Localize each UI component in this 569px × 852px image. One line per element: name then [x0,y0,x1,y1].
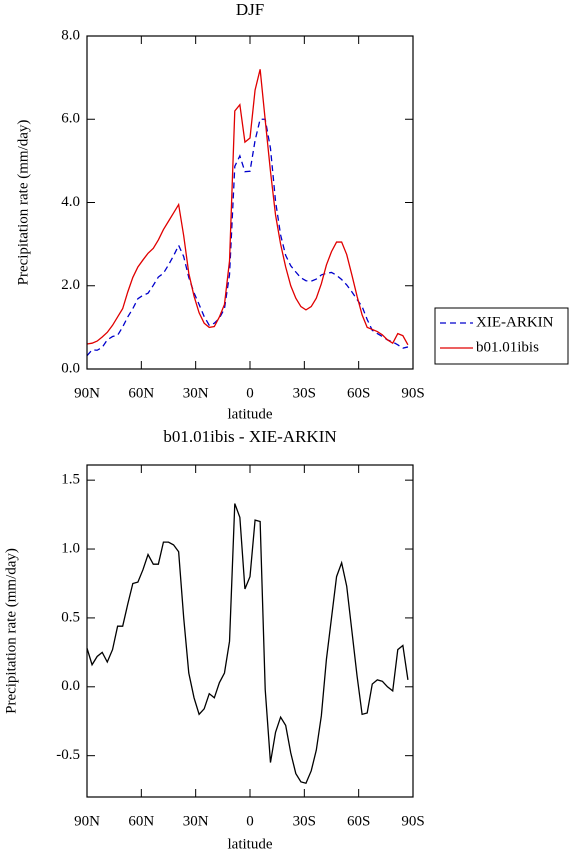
x-tick-label: 90N [74,385,100,401]
data-line [86,69,409,346]
y-tick-label: 0.0 [61,678,80,694]
y-tick-label: 0.5 [61,609,80,625]
y-tick-label: 0.0 [61,360,80,376]
x-tick-label: 90S [401,385,424,401]
y-axis-label: Precipitation rate (mm/day) [15,120,31,286]
y-tick-label: 4.0 [61,194,80,210]
x-tick-label: 90S [401,813,424,829]
x-tick-label: 90N [74,813,100,829]
x-tick-label: 30S [293,385,316,401]
legend-label: b01.01ibis [476,339,539,355]
plot-frame [86,35,414,370]
y-tick-label: 8.0 [61,27,80,43]
x-tick-label: 60S [347,385,370,401]
x-tick-label: 30N [183,385,209,401]
x-tick-label: 0 [246,385,254,401]
chart-title: DJF [236,0,264,19]
y-tick-label: 1.0 [61,540,80,556]
y-tick-label: -0.5 [56,747,80,763]
chart-title: b01.01ibis - XIE-ARKIN [163,427,336,446]
x-tick-label: 0 [246,813,254,829]
data-line [86,503,409,784]
legend-label: XIE-ARKIN [476,314,554,330]
plot-frame [86,464,414,798]
x-tick-label: 60S [347,813,370,829]
legend-box [434,307,569,365]
x-axis-label: latitude [228,406,273,422]
x-tick-label: 60N [128,813,154,829]
y-tick-label: 6.0 [61,111,80,127]
x-tick-label: 30S [293,813,316,829]
y-axis-label: Precipitation rate (mm/day) [3,548,19,714]
data-line [86,118,409,357]
x-axis-label: latitude [228,836,273,852]
y-tick-label: 1.5 [61,472,80,488]
y-tick-label: 2.0 [61,277,80,293]
x-tick-label: 60N [128,385,154,401]
x-tick-label: 30N [183,813,209,829]
